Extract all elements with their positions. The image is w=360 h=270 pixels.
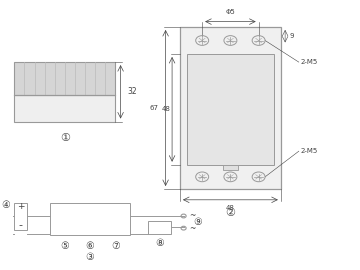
Text: 67: 67 <box>149 105 158 111</box>
Text: ⑨: ⑨ <box>194 217 202 227</box>
Text: ⑧: ⑧ <box>155 238 164 248</box>
Text: ②: ② <box>225 208 235 218</box>
Text: ⑦: ⑦ <box>111 241 120 251</box>
Bar <box>14 62 115 95</box>
Bar <box>14 202 27 230</box>
Text: ①: ① <box>60 133 70 143</box>
Bar <box>50 202 130 235</box>
Text: 2-M5: 2-M5 <box>301 148 318 154</box>
Text: ③: ③ <box>86 251 94 262</box>
Text: 48: 48 <box>161 106 170 112</box>
Text: ~: ~ <box>189 211 195 221</box>
Text: ~: ~ <box>189 224 195 233</box>
Bar <box>187 54 274 165</box>
Text: 32: 32 <box>127 87 137 96</box>
Text: 9: 9 <box>289 33 294 39</box>
Text: ④: ④ <box>1 200 10 210</box>
Text: Φ5: Φ5 <box>225 9 235 15</box>
Text: ⑥: ⑥ <box>86 241 94 251</box>
Text: -: - <box>19 220 23 231</box>
Text: ⑤: ⑤ <box>60 241 69 251</box>
Bar <box>148 221 171 234</box>
Bar <box>223 165 238 170</box>
Text: 2-M5: 2-M5 <box>301 59 318 65</box>
Text: +: + <box>17 202 24 211</box>
Text: 48: 48 <box>226 205 235 211</box>
Bar <box>14 95 115 122</box>
Bar <box>180 27 281 189</box>
